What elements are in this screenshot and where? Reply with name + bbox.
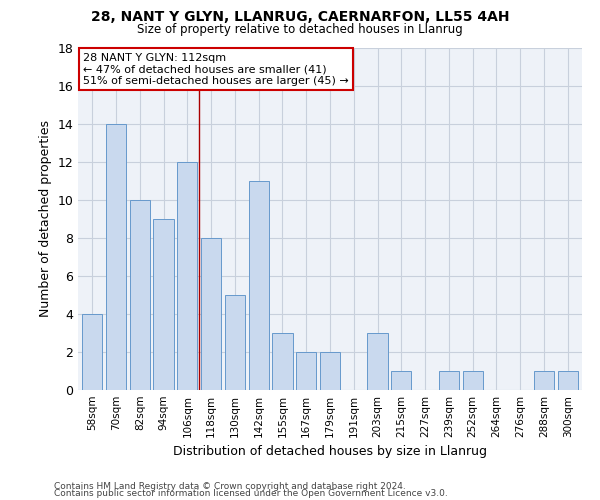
Bar [367,333,388,390]
Bar [557,371,578,390]
Bar [82,314,103,390]
Bar [439,371,459,390]
Text: Contains public sector information licensed under the Open Government Licence v3: Contains public sector information licen… [54,490,448,498]
X-axis label: Distribution of detached houses by size in Llanrug: Distribution of detached houses by size … [173,446,487,458]
Bar [320,352,340,390]
Bar [272,333,293,390]
Bar [130,200,150,390]
Text: 28, NANT Y GLYN, LLANRUG, CAERNARFON, LL55 4AH: 28, NANT Y GLYN, LLANRUG, CAERNARFON, LL… [91,10,509,24]
Text: 28 NANT Y GLYN: 112sqm
← 47% of detached houses are smaller (41)
51% of semi-det: 28 NANT Y GLYN: 112sqm ← 47% of detached… [83,52,349,86]
Bar [391,371,412,390]
Bar [296,352,316,390]
Bar [248,180,269,390]
Bar [463,371,483,390]
Bar [534,371,554,390]
Bar [154,219,173,390]
Bar [106,124,126,390]
Text: Size of property relative to detached houses in Llanrug: Size of property relative to detached ho… [137,22,463,36]
Y-axis label: Number of detached properties: Number of detached properties [39,120,52,318]
Text: Contains HM Land Registry data © Crown copyright and database right 2024.: Contains HM Land Registry data © Crown c… [54,482,406,491]
Bar [177,162,197,390]
Bar [225,295,245,390]
Bar [201,238,221,390]
